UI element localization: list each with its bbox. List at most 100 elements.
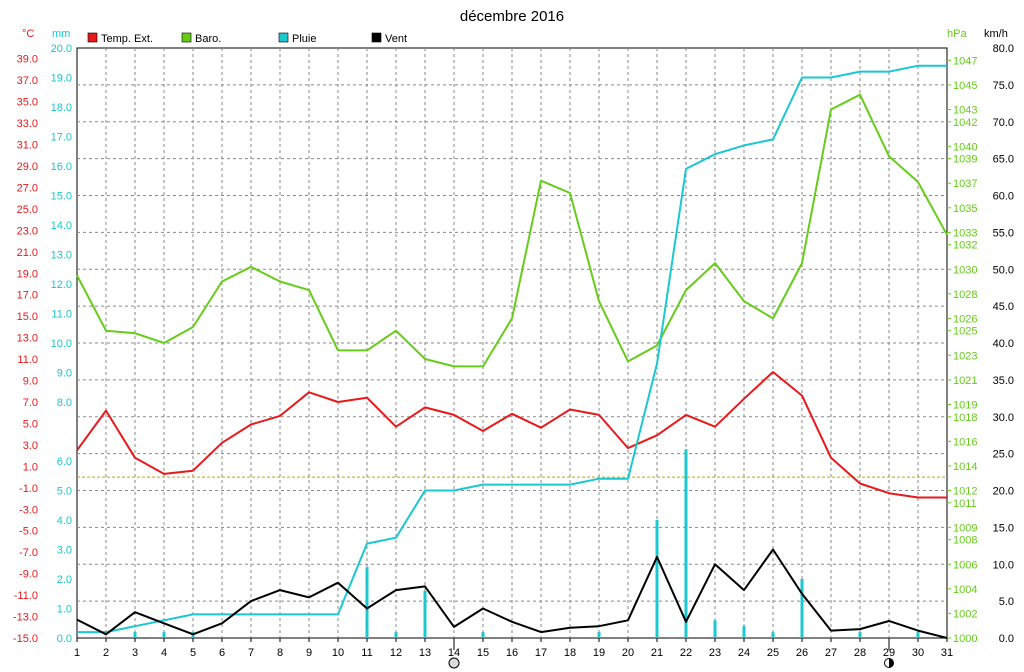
x-tick-label: 3 xyxy=(132,647,138,659)
rain-tick-label: 2.0 xyxy=(57,574,72,586)
rain-tick-label: 5.0 xyxy=(57,486,72,498)
temp-tick-label: 27.0 xyxy=(17,182,38,194)
wind-tick-label: 35.0 xyxy=(993,375,1014,387)
rain-tick-label: 18.0 xyxy=(51,102,72,114)
rain-tick-label: 13.0 xyxy=(51,250,72,262)
x-tick-label: 29 xyxy=(883,647,895,659)
x-tick-label: 9 xyxy=(306,647,312,659)
x-tick-label: 18 xyxy=(564,647,576,659)
baro-tick-label: 1019 xyxy=(953,399,977,411)
temp-tick-label: 15.0 xyxy=(17,311,38,323)
rain-bar xyxy=(916,632,920,638)
last-quarter-moon-shade xyxy=(889,658,894,668)
temp-tick-label: -13.0 xyxy=(13,612,38,624)
temp-tick-label: 19.0 xyxy=(17,268,38,280)
temp-tick-label: 17.0 xyxy=(17,290,38,302)
rain-tick-label: 17.0 xyxy=(51,132,72,144)
rain-tick-label: 11.0 xyxy=(51,309,72,321)
legend-swatch-rain xyxy=(278,32,289,43)
x-tick-label: 8 xyxy=(277,647,283,659)
baro-tick-label: 1006 xyxy=(953,559,977,571)
temp-tick-label: -11.0 xyxy=(14,590,38,602)
x-tick-label: 26 xyxy=(796,647,808,659)
baro-tick-label: 1008 xyxy=(953,535,977,547)
x-tick-label: 25 xyxy=(767,647,779,659)
x-tick-label: 16 xyxy=(506,647,518,659)
rain-bar xyxy=(742,626,746,638)
temp-tick-label: 13.0 xyxy=(17,333,38,345)
temp-tick-label: 35.0 xyxy=(17,97,38,109)
rain-tick-label: 9.0 xyxy=(57,368,72,380)
rain-tick-label: 3.0 xyxy=(57,545,72,557)
rain-bar xyxy=(713,620,717,638)
legend-label-rain: Pluie xyxy=(292,33,316,45)
temp-tick-label: 25.0 xyxy=(17,204,38,216)
temp-tick-label: 31.0 xyxy=(17,140,38,152)
wind-tick-label: 60.0 xyxy=(993,191,1014,203)
wind-tick-label: 20.0 xyxy=(993,486,1014,498)
moon-markers xyxy=(448,638,894,669)
full-moon-icon xyxy=(448,657,460,669)
baro-tick-label: 1045 xyxy=(953,80,977,92)
temp-tick-label: 5.0 xyxy=(23,418,38,430)
rain-tick-label: 14.0 xyxy=(51,220,72,232)
x-tick-label: 28 xyxy=(854,647,866,659)
x-tick-label: 27 xyxy=(825,647,837,659)
temp-tick-label: -9.0 xyxy=(19,569,38,581)
baro-tick-label: 1032 xyxy=(953,240,977,252)
rain-bar xyxy=(481,632,485,638)
wind-tick-label: 40.0 xyxy=(993,338,1014,350)
rain-bar xyxy=(858,632,862,638)
temp-tick-label: -1.0 xyxy=(19,483,38,495)
temp-tick-label: 3.0 xyxy=(23,440,38,452)
baro-tick-label: 1028 xyxy=(953,289,977,301)
temp-tick-label: -15.0 xyxy=(13,633,38,645)
x-tick-label: 23 xyxy=(709,647,721,659)
legend-swatch-temp xyxy=(87,32,98,43)
baro-tick-label: 1014 xyxy=(953,461,977,473)
daily-rain-bars xyxy=(133,449,920,638)
x-tick-label: 10 xyxy=(332,647,344,659)
x-tick-label: 4 xyxy=(161,647,167,659)
temp-tick-label: 1.0 xyxy=(23,461,38,473)
legend-label-temp: Temp. Ext. xyxy=(101,33,153,45)
rain-tick-label: 1.0 xyxy=(57,604,72,616)
rain-tick-label: 6.0 xyxy=(57,456,72,468)
legend-label-wind: Vent xyxy=(385,33,407,45)
wind-tick-label: 0.0 xyxy=(999,633,1014,645)
legend-item-baro: Baro. xyxy=(181,32,221,45)
temp-tick-label: 7.0 xyxy=(23,397,38,409)
baro-tick-label: 1000 xyxy=(953,633,977,645)
wind-tick-label: 25.0 xyxy=(993,449,1014,461)
temp-tick-label: 29.0 xyxy=(17,161,38,173)
x-tick-label: 5 xyxy=(190,647,196,659)
x-tick-label: 11 xyxy=(361,647,372,659)
baro-tick-label: 1042 xyxy=(953,117,977,129)
series-line-temp-ext xyxy=(76,371,947,499)
rain-bar xyxy=(365,567,369,638)
baro-tick-label: 1040 xyxy=(953,141,977,153)
wind-tick-label: 75.0 xyxy=(993,80,1014,92)
rain-bar xyxy=(394,632,398,638)
baro-tick-label: 1018 xyxy=(953,412,977,424)
rain-tick-label: 15.0 xyxy=(51,191,72,203)
baro-tick-label: 1026 xyxy=(953,313,977,325)
x-tick-label: 7 xyxy=(248,647,254,659)
baro-tick-label: 1035 xyxy=(953,203,977,215)
temp-tick-label: -3.0 xyxy=(19,504,38,516)
baro-tick-label: 1043 xyxy=(953,104,977,116)
temp-tick-label: 37.0 xyxy=(17,75,38,87)
x-tick-label: 1 xyxy=(74,647,80,659)
series-line-baro xyxy=(76,93,948,368)
rain-bar xyxy=(800,579,804,638)
rain-bar xyxy=(133,632,137,638)
rain-tick-label: 8.0 xyxy=(57,397,72,409)
temp-tick-label: 23.0 xyxy=(17,225,38,237)
temp-tick-label: 9.0 xyxy=(23,376,38,388)
baro-tick-label: 1011 xyxy=(953,498,977,510)
wind-tick-label: 45.0 xyxy=(993,301,1014,313)
wind-tick-label: 50.0 xyxy=(993,264,1014,276)
series-lines xyxy=(76,64,948,639)
baro-tick-label: 1009 xyxy=(953,522,977,534)
